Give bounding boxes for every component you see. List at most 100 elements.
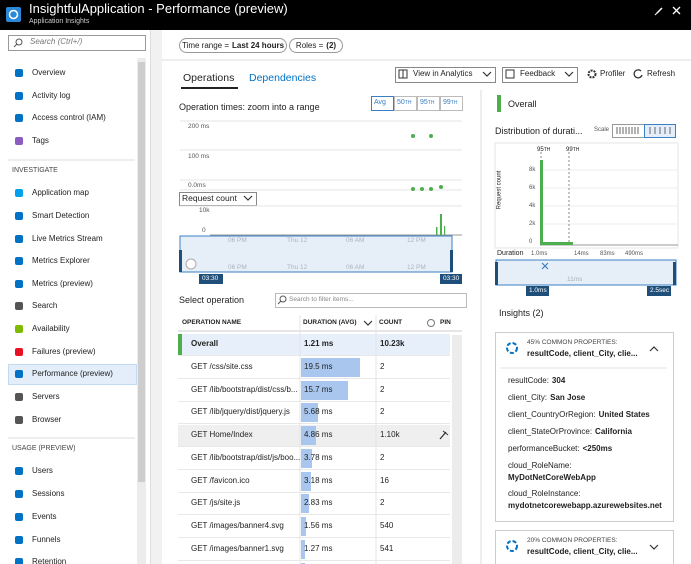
- operation-name: GET /css/site.css: [191, 361, 253, 371]
- time-range-filter[interactable]: Time range = Last 24 hours: [179, 38, 287, 53]
- property: client_StateOrProvince: California: [508, 427, 632, 437]
- action-label: View in Analytics: [413, 69, 473, 78]
- table-row[interactable]: [178, 538, 450, 561]
- nav-item[interactable]: Activity log: [32, 91, 71, 100]
- roles-filter[interactable]: Roles = (2): [289, 38, 343, 53]
- nav-item[interactable]: Performance (preview): [32, 369, 113, 378]
- nav-item[interactable]: Retention: [32, 557, 67, 564]
- duration-bar: [301, 517, 306, 536]
- nav-item[interactable]: Funnels: [32, 535, 61, 544]
- brush-handle: [450, 250, 453, 272]
- nav-item[interactable]: Sessions: [32, 489, 65, 498]
- operation-count: 540: [380, 521, 394, 530]
- tab[interactable]: Dependencies: [249, 72, 317, 84]
- nav-item[interactable]: Failures (preview): [32, 347, 96, 356]
- nav-item[interactable]: Availability: [32, 324, 70, 333]
- table-row[interactable]: [178, 493, 450, 516]
- duration-dot: [429, 134, 433, 138]
- duration-bar: [301, 403, 319, 423]
- operation-duration: 3.78 ms: [304, 452, 333, 462]
- property-value: United States: [598, 410, 650, 419]
- mode-button[interactable]: [440, 96, 463, 111]
- mode-button[interactable]: [371, 96, 394, 111]
- table-row[interactable]: [178, 470, 450, 493]
- time-label: 06 PM: [228, 264, 247, 271]
- sidebar-search[interactable]: [8, 35, 146, 51]
- operation-name: GET /js/site.js: [191, 498, 241, 508]
- mode-button[interactable]: [417, 96, 440, 111]
- histogram-y-label: 2k: [529, 221, 536, 227]
- chart-y-label: 100 ms: [188, 153, 210, 160]
- insight-card[interactable]: [495, 332, 674, 522]
- table-row[interactable]: [178, 334, 450, 356]
- table-search[interactable]: [275, 293, 467, 308]
- mode-label-text: 50: [397, 99, 405, 106]
- operation-name: GET /lib/bootstrap/dist/js/boo...: [191, 452, 301, 462]
- tab[interactable]: Operations: [183, 72, 235, 84]
- mode-label: 99TH: [443, 98, 457, 108]
- percentile-label-sup: TH: [572, 147, 580, 153]
- column-header[interactable]: DURATION (AVG): [303, 319, 357, 326]
- chevron: [363, 320, 373, 326]
- histogram-x-label: 1.0ms: [531, 251, 548, 257]
- nav-item[interactable]: Application map: [32, 188, 89, 197]
- metric-select-label: Request count: [182, 193, 237, 203]
- property-value: MyDotNetCoreWebApp: [508, 473, 596, 482]
- property: client_City: San Jose: [508, 393, 585, 403]
- nav-item[interactable]: Metrics Explorer: [32, 256, 90, 265]
- sidebar: [0, 30, 151, 564]
- analytics-button[interactable]: [395, 67, 496, 83]
- property-key: cloud_RoleName:: [508, 461, 572, 470]
- time-label: 06 AM: [346, 237, 365, 244]
- window-subtitle: Application Insights: [29, 18, 90, 25]
- column-header[interactable]: COUNT: [379, 319, 403, 326]
- mode-button[interactable]: [394, 96, 417, 111]
- operation-count: 10.23k: [380, 339, 405, 348]
- nav-item[interactable]: Live Metrics Stream: [32, 234, 103, 243]
- nav-item[interactable]: Servers: [32, 392, 60, 401]
- operation-count: 2: [380, 452, 385, 462]
- nav-item[interactable]: Browser: [32, 415, 62, 424]
- property-key: resultCode:: [508, 376, 549, 385]
- time-label: Thu 12: [287, 264, 308, 271]
- property-key: cloud_RoleInstance:: [508, 489, 581, 498]
- brush-handle: [673, 262, 676, 285]
- nav-item[interactable]: Users: [32, 466, 53, 475]
- operation-name: GET /lib/jquery/dist/jquery.js: [191, 407, 290, 417]
- overall-accent: [497, 95, 501, 112]
- histogram-y-title: Request count: [496, 170, 503, 210]
- duration-dot: [420, 187, 424, 191]
- nav-item[interactable]: Events: [32, 512, 57, 521]
- nav-section: INVESTIGATE: [12, 167, 58, 174]
- operation-duration: 1.27 ms: [304, 543, 333, 553]
- nav-item[interactable]: Search: [32, 301, 58, 310]
- nav-item[interactable]: Smart Detection: [32, 211, 90, 220]
- percentile-label: 95TH: [537, 145, 550, 155]
- property: performanceBucket: <250ms: [508, 444, 612, 454]
- operation-name: GET /images/banner1.svg: [191, 543, 284, 553]
- histogram-y-label: 6k: [529, 185, 536, 191]
- insight-card[interactable]: [495, 530, 674, 564]
- table-row[interactable]: [178, 516, 450, 538]
- action-label[interactable]: Profiler: [600, 69, 626, 78]
- action-label[interactable]: Refresh: [647, 69, 676, 78]
- histogram-bar: [540, 160, 543, 245]
- property-key: client_StateOrProvince:: [508, 427, 593, 436]
- table-row[interactable]: [178, 447, 450, 470]
- sidebar-search-placeholder: Search (Ctrl+/): [30, 37, 83, 46]
- histogram-y-label: 0: [529, 239, 533, 245]
- histogram-x-label: 490ms: [625, 251, 644, 257]
- column-header[interactable]: OPERATION NAME: [182, 319, 242, 326]
- sidebar-gap: [151, 30, 162, 564]
- nav-item[interactable]: Tags: [32, 136, 49, 145]
- nav-item[interactable]: Metrics (preview): [32, 279, 93, 288]
- table-row[interactable]: [178, 561, 450, 564]
- nav-item[interactable]: Overview: [32, 68, 66, 77]
- feedback-button[interactable]: [502, 67, 578, 83]
- percentile-label: 99TH: [566, 145, 579, 155]
- operation-name: Overall: [191, 339, 219, 348]
- nav-item[interactable]: Access control (IAM): [32, 113, 106, 122]
- insight-share: 45% COMMON PROPERTIES:: [527, 339, 618, 346]
- duration-dot: [411, 187, 415, 191]
- property-value: California: [595, 427, 632, 436]
